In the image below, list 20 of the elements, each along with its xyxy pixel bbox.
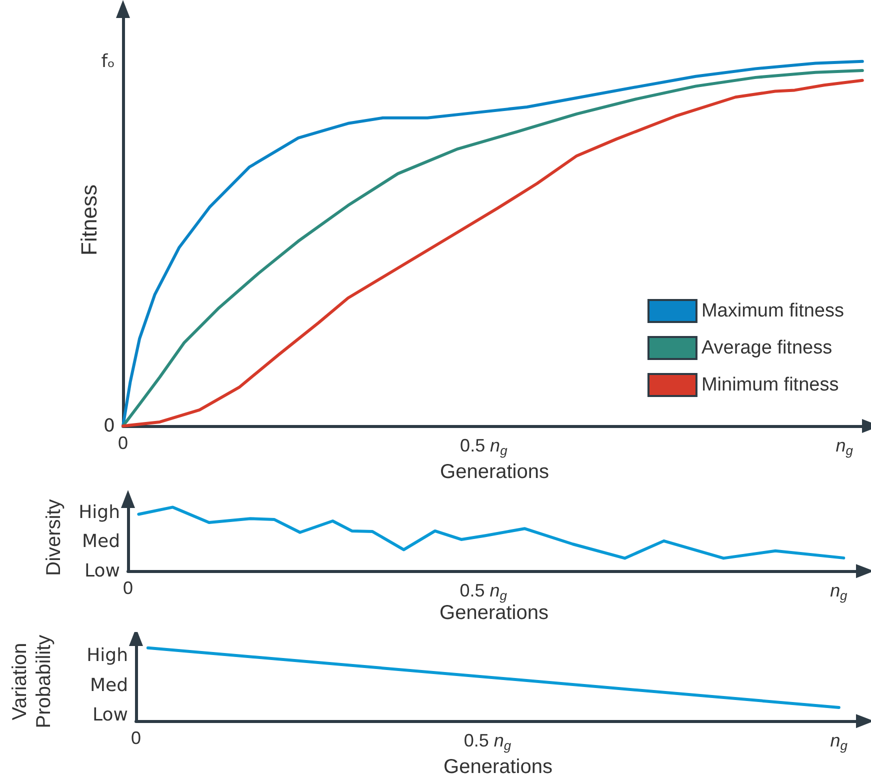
text: Low [92,704,128,726]
text: Med [90,674,128,696]
text: High [86,645,128,666]
y-axis-title: Fitness [76,184,102,256]
x-tick-label: 0 [118,433,128,453]
y-axis-title: Diversity [43,499,65,576]
legend-label: Average fitness [701,338,832,358]
text: Low [84,560,120,582]
text: 0 [104,416,115,436]
x-axis-title: Generations [444,756,552,778]
x-axis-title: Generations [440,460,549,483]
y-axis-title: Variation Probability [9,634,55,728]
x-tick-label: 0 [122,578,134,598]
x-tick-label: 0 [130,728,142,748]
x-axis-title: Generations [440,602,548,624]
legend-label: Minimum fitness [701,374,839,396]
text: Med [82,531,120,552]
text: fₒ [101,50,115,72]
legend-label: Maximum fitness [701,300,844,322]
text: High [78,502,120,523]
